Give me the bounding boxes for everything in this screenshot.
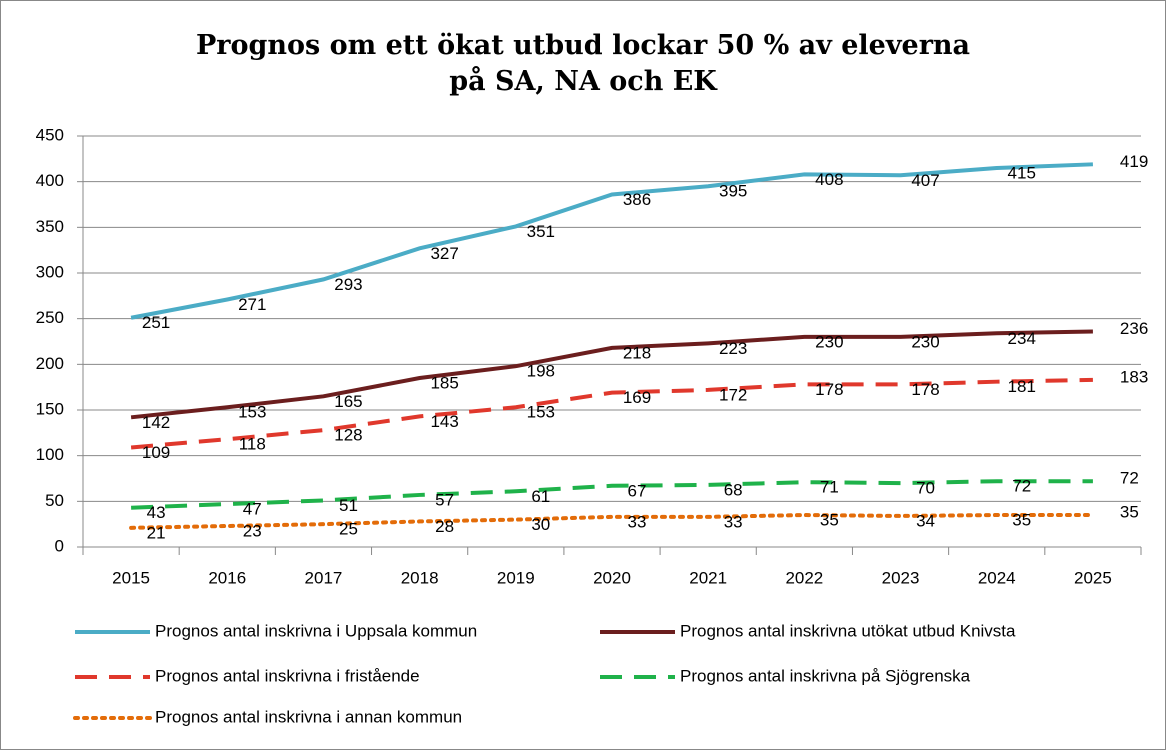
data-label: 35 (1120, 503, 1139, 522)
data-label: 230 (815, 332, 843, 351)
data-label: 178 (815, 380, 843, 399)
data-label: 47 (243, 500, 262, 519)
data-label: 236 (1120, 319, 1148, 338)
data-label: 407 (911, 171, 939, 190)
y-tick-label: 450 (36, 125, 64, 144)
data-label: 234 (1008, 329, 1036, 348)
series-line (129, 513, 1095, 530)
data-label: 34 (916, 511, 935, 530)
data-label: 183 (1120, 367, 1148, 386)
y-tick-label: 200 (36, 354, 64, 373)
data-label: 178 (911, 380, 939, 399)
data-label: 25 (339, 520, 358, 539)
data-label: 70 (916, 479, 935, 498)
data-label: 172 (719, 385, 747, 404)
data-label: 21 (147, 523, 166, 542)
x-tick-label: 2020 (593, 568, 631, 587)
legend-label: Prognos antal inskrivna på Sjögrenska (680, 666, 971, 685)
x-tick-label: 2023 (882, 568, 920, 587)
data-label: 218 (623, 343, 651, 362)
legend-label: Prognos antal inskrivna i Uppsala kommun (155, 621, 477, 640)
data-label: 153 (527, 403, 555, 422)
x-tick-label: 2018 (401, 568, 439, 587)
data-label: 61 (531, 487, 550, 506)
data-label: 33 (724, 512, 743, 531)
data-label: 57 (435, 490, 454, 509)
data-label: 415 (1008, 163, 1036, 182)
data-label: 386 (623, 190, 651, 209)
y-tick-label: 300 (36, 262, 64, 281)
x-tick-label: 2019 (497, 568, 535, 587)
data-label: 271 (238, 295, 266, 314)
data-label: 351 (527, 222, 555, 241)
data-label: 223 (719, 339, 747, 358)
series-line (130, 162, 1093, 320)
x-tick-label: 2015 (112, 568, 150, 587)
data-label: 230 (911, 332, 939, 351)
data-label: 419 (1120, 152, 1148, 171)
y-tick-label: 150 (36, 399, 64, 418)
x-tick-label: 2016 (208, 568, 246, 587)
data-label: 251 (142, 313, 170, 332)
y-tick-label: 100 (36, 445, 64, 464)
data-label: 327 (430, 244, 458, 263)
y-tick-label: 50 (45, 491, 64, 510)
x-tick-label: 2017 (305, 568, 343, 587)
data-label: 28 (435, 517, 454, 536)
data-label: 71 (820, 478, 839, 497)
data-label: 143 (430, 412, 458, 431)
data-label: 169 (623, 388, 651, 407)
data-label: 68 (724, 480, 743, 499)
x-tick-label: 2025 (1074, 568, 1112, 587)
y-tick-label: 250 (36, 308, 64, 327)
data-label: 118 (239, 435, 266, 454)
data-label: 142 (142, 413, 170, 432)
data-label: 67 (628, 481, 647, 500)
series-line (130, 377, 1093, 450)
data-label: 293 (334, 275, 362, 294)
data-label: 395 (719, 182, 747, 201)
data-label: 153 (238, 403, 266, 422)
data-label: 30 (531, 515, 550, 534)
data-label: 408 (815, 170, 843, 189)
x-tick-label: 2022 (785, 568, 823, 587)
data-label: 72 (1120, 469, 1139, 488)
data-label: 33 (628, 512, 647, 531)
x-tick-label: 2024 (978, 568, 1016, 587)
y-tick-label: 350 (36, 217, 64, 236)
data-label: 23 (243, 521, 262, 540)
legend-label: Prognos antal inskrivna i annan kommun (155, 707, 462, 726)
data-label: 185 (430, 374, 458, 393)
data-label: 165 (334, 392, 362, 411)
chart-title: Prognos om ett ökat utbud lockar 50 % av… (195, 30, 971, 97)
data-label: 128 (334, 426, 362, 445)
data-label: 72 (1012, 477, 1031, 496)
legend-label: Prognos antal inskrivna utökat utbud Kni… (680, 621, 1016, 640)
data-label: 43 (147, 503, 166, 522)
data-label: 181 (1008, 377, 1036, 396)
data-label: 35 (1012, 511, 1031, 530)
data-label: 109 (142, 443, 170, 462)
y-tick-label: 0 (55, 536, 64, 555)
data-label: 51 (339, 496, 358, 515)
x-tick-label: 2021 (689, 568, 727, 587)
data-label: 35 (820, 511, 839, 530)
series-line (131, 479, 1093, 510)
legend-label: Prognos antal inskrivna i fristående (155, 666, 420, 685)
y-tick-label: 400 (36, 171, 64, 190)
data-label: 198 (527, 362, 555, 381)
series-line (130, 329, 1093, 420)
